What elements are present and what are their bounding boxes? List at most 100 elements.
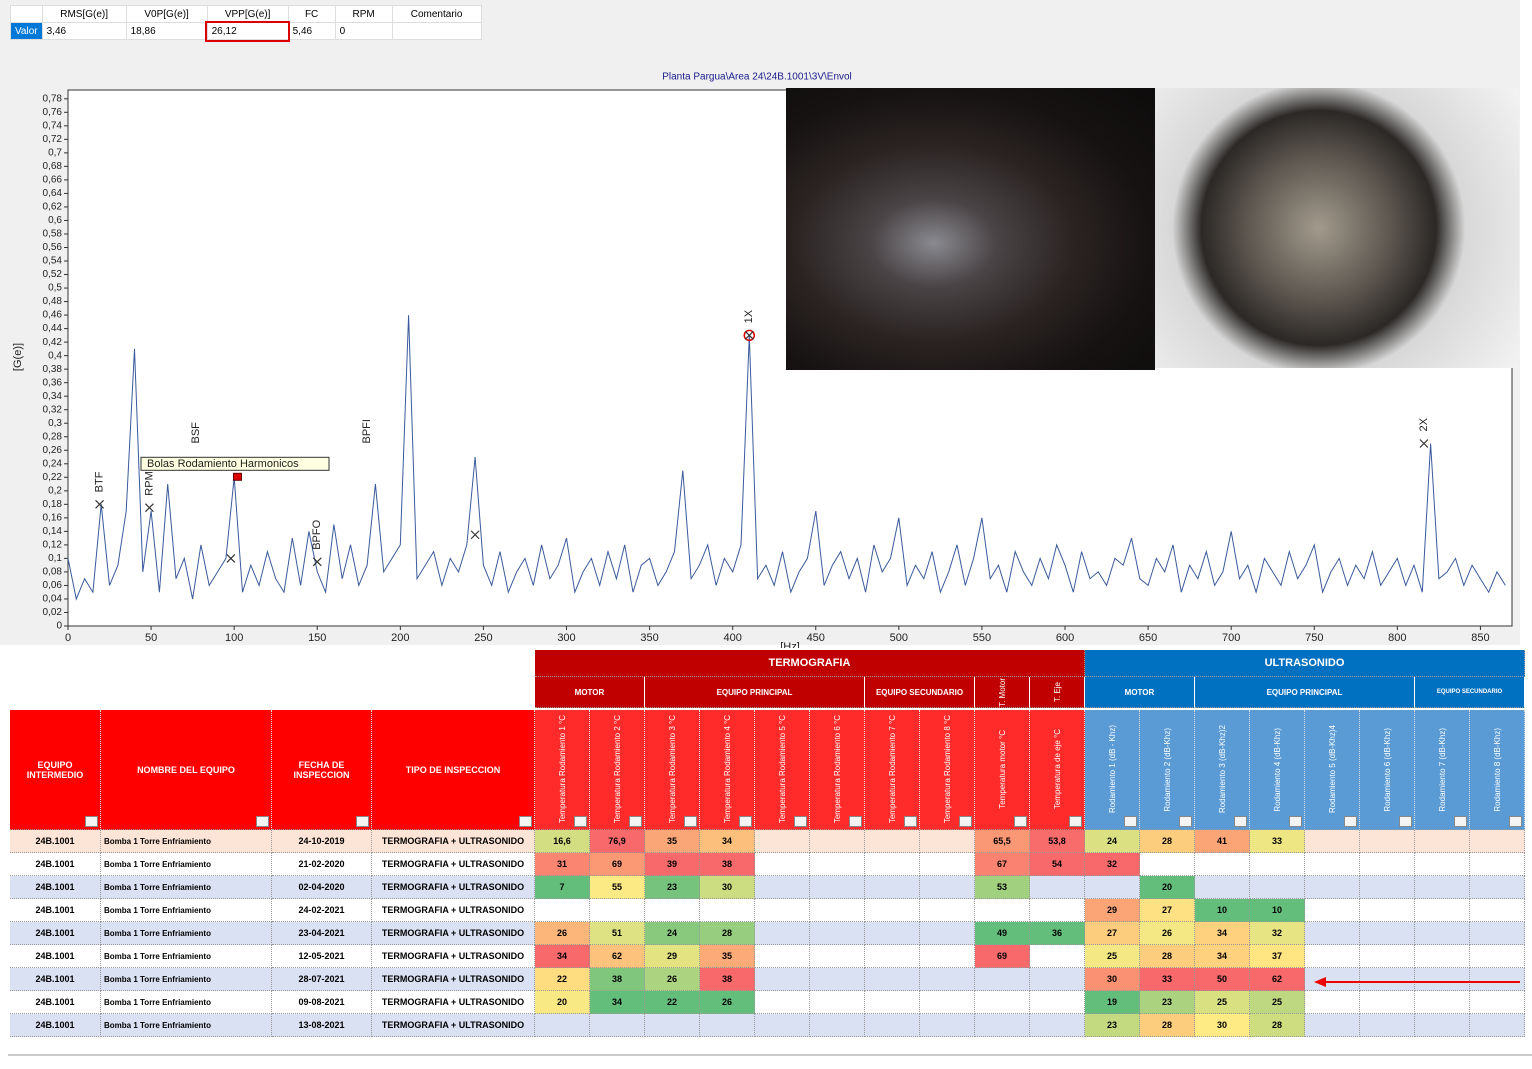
marker-label: RPM (143, 471, 155, 495)
marker-cross (744, 330, 754, 340)
data-cell (1470, 968, 1525, 991)
data-cell: 38 (700, 968, 755, 991)
summary-comment-cell (391, 22, 482, 40)
data-cell (865, 899, 920, 922)
column-header: Temperatura Rodamiento 6 °C (810, 710, 865, 830)
data-cell (1415, 899, 1470, 922)
data-cell: 23 (645, 876, 700, 899)
x-tick-label: 150 (308, 632, 326, 644)
y-tick-label: 0,62 (43, 202, 63, 213)
column-header-text: Rodamiento 8 (dB-Khz) (1492, 727, 1502, 812)
column-header: Rodamiento 5 (dB-Khz)4 (1305, 710, 1360, 830)
column-header-text: Temperatura Rodamiento 1 °C (557, 715, 567, 824)
data-cell (1030, 991, 1085, 1014)
x-tick-label: 700 (1222, 632, 1240, 644)
group-header: ULTRASONIDO (1085, 650, 1525, 677)
summary-table: RMS[G(e)] V0P[G(e)] VPP[G(e)] FC RPM Comentar… (10, 5, 482, 42)
y-tick-label: 0,16 (43, 512, 63, 523)
y-tick-label: 0 (56, 621, 62, 632)
y-tick-label: 0,56 (43, 242, 63, 253)
column-header-text: Rodamiento 6 (dB-Khz) (1382, 727, 1392, 812)
filter-button (1124, 816, 1137, 827)
y-tick-label: 0,78 (43, 93, 63, 104)
data-cell: Bomba 1 Torre Enfriamiento (101, 853, 272, 876)
y-tick-label: 0,72 (43, 134, 63, 145)
subgroup-header: EQUIPO PRINCIPAL (1195, 677, 1415, 708)
data-cell (1305, 968, 1360, 991)
data-cell: 35 (700, 945, 755, 968)
column-header: Rodamiento 7 (dB-Khz) (1415, 710, 1470, 830)
data-cell: 7 (535, 876, 590, 899)
data-cell: Bomba 1 Torre Enfriamiento (101, 922, 272, 945)
column-header-text: Temperatura Rodamiento 6 °C (832, 715, 842, 824)
data-cell (920, 899, 975, 922)
data-cell (1360, 945, 1415, 968)
data-cell (865, 968, 920, 991)
subgroup-header: EQUIPO SECUNDARIO (1415, 677, 1525, 708)
y-tick-label: 0,06 (43, 580, 63, 591)
y-tick-label: 0,28 (43, 431, 63, 442)
data-cell (755, 1014, 810, 1037)
data-cell (1360, 876, 1415, 899)
data-cell: 24B.1001 (10, 968, 101, 991)
data-cell (810, 922, 865, 945)
data-cell (975, 899, 1030, 922)
column-header: Rodamiento 1 (dB - Khz) (1085, 710, 1140, 830)
data-cell (1195, 853, 1250, 876)
data-cell: 55 (590, 876, 645, 899)
data-cell (1360, 830, 1415, 853)
column-header: EQUIPO INTERMEDIO (10, 710, 101, 830)
data-cell (865, 991, 920, 1014)
data-cell: TERMOGRAFIA + ULTRASONIDO (372, 830, 535, 853)
data-cell: 49 (975, 922, 1030, 945)
column-header: Temperatura Rodamiento 5 °C (755, 710, 810, 830)
data-cell (865, 945, 920, 968)
subgroup-header: T. Motor (975, 677, 1030, 708)
data-cell (535, 899, 590, 922)
data-cell (1360, 968, 1415, 991)
data-cell: 62 (590, 945, 645, 968)
y-tick-label: 0,42 (43, 337, 63, 348)
data-cell (1415, 922, 1470, 945)
data-cell: 20 (535, 991, 590, 1014)
data-cell (755, 830, 810, 853)
data-cell (920, 853, 975, 876)
y-axis-label: [G(e)] (12, 343, 24, 371)
y-tick-label: 0,04 (43, 594, 63, 605)
data-cell: 28 (1140, 945, 1195, 968)
x-tick-label: 600 (1056, 632, 1074, 644)
data-cell: 13-08-2021 (272, 1014, 372, 1037)
data-cell (810, 968, 865, 991)
data-cell (1305, 991, 1360, 1014)
x-tick-label: 500 (890, 632, 908, 644)
y-tick-label: 0,64 (43, 188, 63, 199)
column-header: Rodamiento 2 (dB-Khz) (1140, 710, 1195, 830)
filter-button (85, 816, 98, 827)
data-cell: 32 (1250, 922, 1305, 945)
column-header: Temperatura de eje °C (1030, 710, 1085, 830)
data-cell (755, 899, 810, 922)
data-cell: TERMOGRAFIA + ULTRASONIDO (372, 876, 535, 899)
data-cell (700, 899, 755, 922)
x-tick-label: 650 (1139, 632, 1157, 644)
data-cell: TERMOGRAFIA + ULTRASONIDO (372, 968, 535, 991)
data-cell: 28 (700, 922, 755, 945)
data-cell: 30 (1085, 968, 1140, 991)
summary-header-row: RMS[G(e)] V0P[G(e)] VPP[G(e)] FC RPM Comentar… (10, 5, 482, 23)
column-header-text: Rodamiento 1 (dB - Khz) (1107, 725, 1117, 814)
data-cell: 20 (1140, 876, 1195, 899)
column-header-text: Temperatura motor °C (997, 730, 1007, 809)
chart-title: Planta Pargua\Area 24\24B.1001\3V\Envol (662, 72, 852, 83)
data-cell: 34 (1195, 945, 1250, 968)
marker-ring (743, 329, 756, 342)
data-cell: 16,6 (535, 830, 590, 853)
data-cell: TERMOGRAFIA + ULTRASONIDO (372, 922, 535, 945)
x-tick-label: 250 (474, 632, 492, 644)
y-tick-label: 0,02 (43, 607, 63, 618)
x-tick-label: 50 (145, 632, 157, 644)
data-cell (1470, 945, 1525, 968)
data-cell (865, 830, 920, 853)
data-cell: Bomba 1 Torre Enfriamiento (101, 968, 272, 991)
data-cell (1030, 945, 1085, 968)
